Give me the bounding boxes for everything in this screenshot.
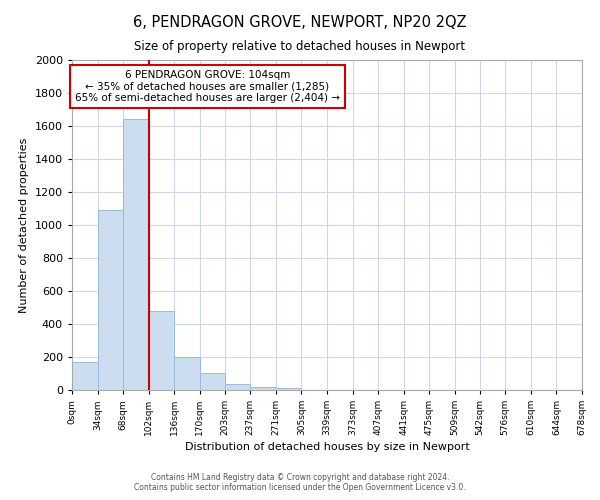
Text: 6 PENDRAGON GROVE: 104sqm
← 35% of detached houses are smaller (1,285)
65% of se: 6 PENDRAGON GROVE: 104sqm ← 35% of detac… xyxy=(75,70,340,103)
Bar xyxy=(149,311,175,390)
Bar xyxy=(224,384,250,390)
Bar xyxy=(175,357,200,390)
Y-axis label: Number of detached properties: Number of detached properties xyxy=(19,138,29,312)
Bar xyxy=(72,362,98,390)
Bar xyxy=(123,120,149,390)
Bar xyxy=(200,372,226,390)
Text: 6, PENDRAGON GROVE, NEWPORT, NP20 2QZ: 6, PENDRAGON GROVE, NEWPORT, NP20 2QZ xyxy=(133,15,467,30)
Bar xyxy=(98,210,123,390)
X-axis label: Distribution of detached houses by size in Newport: Distribution of detached houses by size … xyxy=(185,442,469,452)
Bar xyxy=(250,386,276,390)
Bar xyxy=(276,388,301,390)
Text: Contains HM Land Registry data © Crown copyright and database right 2024.
Contai: Contains HM Land Registry data © Crown c… xyxy=(134,473,466,492)
Text: Size of property relative to detached houses in Newport: Size of property relative to detached ho… xyxy=(134,40,466,53)
